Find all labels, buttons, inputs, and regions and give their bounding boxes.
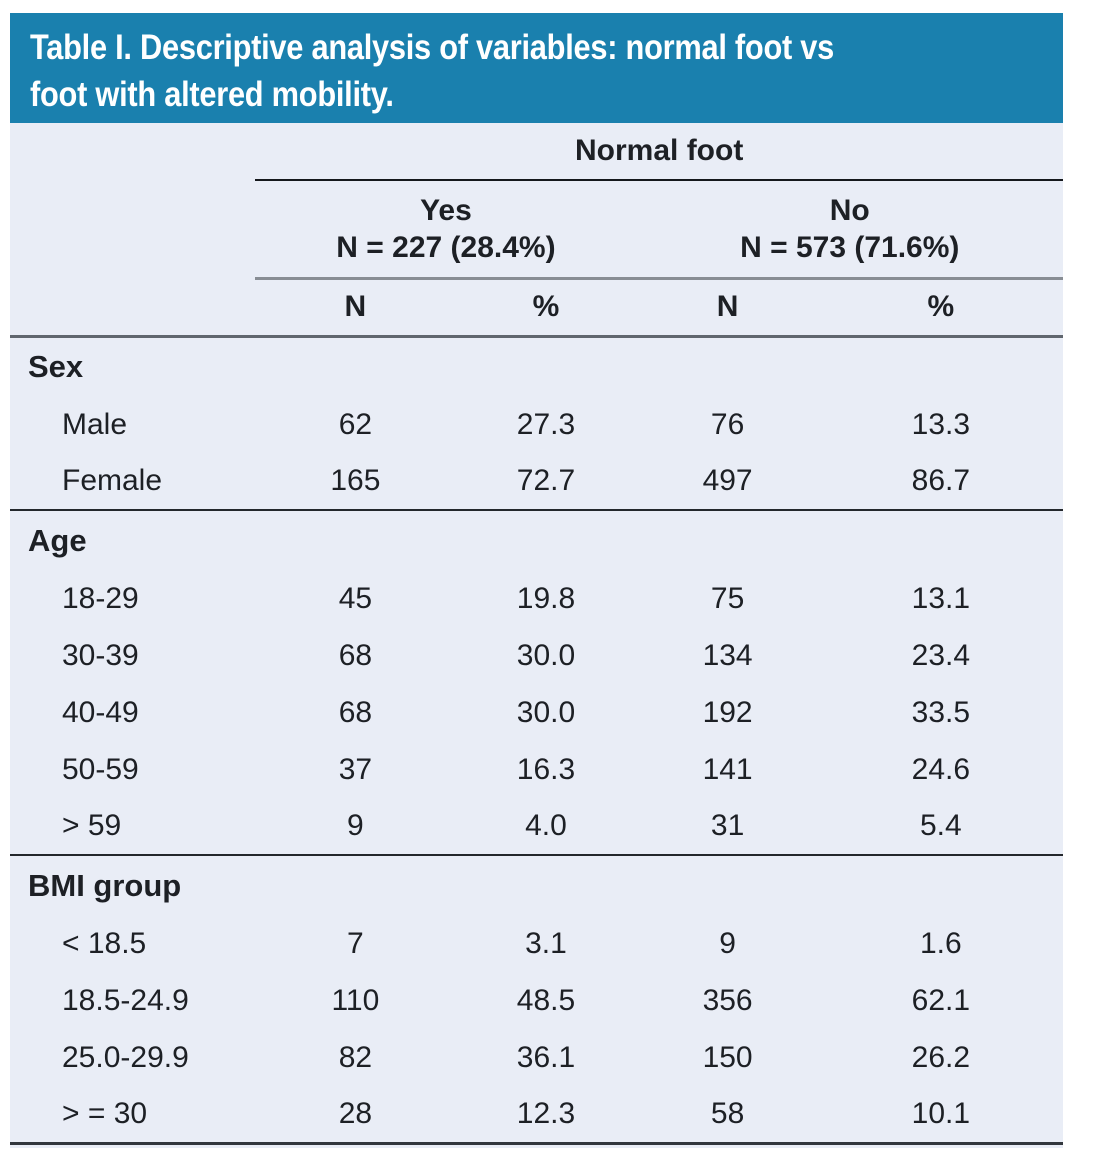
row-label: 40-49 bbox=[62, 695, 139, 729]
cell-no-n: 75 bbox=[710, 581, 745, 615]
cell-no-pct: 62.1 bbox=[911, 983, 971, 1017]
cell-no-pct: 13.3 bbox=[911, 407, 971, 441]
table-card: Table I. Descriptive analysis of variabl… bbox=[10, 13, 1063, 1148]
col-header-no-pct: % bbox=[818, 278, 1063, 338]
span-header-row: Normal foot bbox=[10, 123, 1063, 181]
table-row-male: Male 62 27.3 76 13.3 bbox=[10, 396, 1063, 453]
cell-yes-n: 82 bbox=[338, 1040, 373, 1074]
section-header-sex: Sex bbox=[10, 336, 1063, 396]
cell-yes-n: 68 bbox=[338, 638, 373, 672]
cell-yes-n: 165 bbox=[255, 453, 456, 511]
cell-yes-n: 7 bbox=[347, 926, 364, 960]
col-header-yes-n: N bbox=[255, 278, 456, 338]
empty-corner-cell bbox=[10, 123, 255, 180]
row-label: 30-39 bbox=[62, 638, 139, 672]
table-title-line-1: Table I. Descriptive analysis of variabl… bbox=[30, 28, 835, 67]
group-header-yes: Yes N = 227 (28.4%) bbox=[255, 180, 637, 280]
group-yes-label: Yes bbox=[420, 193, 472, 227]
cell-no-n: 9 bbox=[719, 926, 736, 960]
cell-yes-n: 68 bbox=[338, 695, 373, 729]
cell-no-n: 76 bbox=[710, 407, 745, 441]
cell-yes-pct: 30.0 bbox=[516, 638, 576, 672]
group-header-no: No N = 573 (71.6%) bbox=[636, 180, 1063, 280]
cell-yes-pct: 72.7 bbox=[455, 453, 637, 511]
cell-no-pct: 1.6 bbox=[919, 926, 962, 960]
row-label: 50-59 bbox=[62, 752, 139, 786]
table-row-age-40-49: 40-49 68 30.0 192 33.5 bbox=[10, 684, 1063, 741]
row-label: 18-29 bbox=[62, 581, 139, 615]
section-label: BMI group bbox=[28, 867, 182, 903]
cell-yes-pct: 27.3 bbox=[516, 407, 576, 441]
row-label: > 59 bbox=[10, 798, 256, 856]
cell-yes-pct: 4.0 bbox=[455, 798, 637, 856]
col-header-no-n: N bbox=[636, 278, 819, 338]
table-body-area: Normal foot Yes N = 227 (28.4%) No N = 5… bbox=[10, 123, 1063, 1148]
descriptive-table: Normal foot Yes N = 227 (28.4%) No N = 5… bbox=[10, 123, 1063, 1145]
column-header-row: N % N % bbox=[10, 278, 1063, 338]
cell-yes-pct: 12.3 bbox=[455, 1086, 637, 1145]
row-label: 18.5-24.9 bbox=[62, 983, 189, 1017]
cell-no-pct: 5.4 bbox=[818, 798, 1063, 856]
cell-yes-pct: 3.1 bbox=[525, 926, 567, 960]
cell-yes-n: 62 bbox=[338, 407, 373, 441]
group-yes-count: N = 227 (28.4%) bbox=[336, 230, 556, 264]
section-header-bmi: BMI group bbox=[10, 855, 1063, 915]
section-header-age: Age bbox=[10, 510, 1063, 570]
cell-no-n: 141 bbox=[702, 752, 753, 786]
normal-foot-header: Normal foot bbox=[255, 123, 1063, 181]
cell-yes-pct: 30.0 bbox=[516, 695, 576, 729]
empty-corner-cell bbox=[10, 180, 255, 278]
cell-yes-n: 37 bbox=[338, 752, 373, 786]
row-label: < 18.5 bbox=[62, 926, 147, 960]
section-label: Age bbox=[28, 522, 87, 558]
table-row-bmi-30-plus: > = 30 28 12.3 58 10.1 bbox=[10, 1086, 1063, 1145]
group-header-row: Yes N = 227 (28.4%) No N = 573 (71.6%) bbox=[10, 180, 1063, 280]
cell-yes-n: 110 bbox=[331, 983, 380, 1017]
table-row-female: Female 165 72.7 497 86.7 bbox=[10, 453, 1063, 511]
table-title-line-2: foot with altered mobility. bbox=[30, 75, 394, 114]
cell-yes-n: 28 bbox=[255, 1086, 456, 1145]
cell-yes-pct: 36.1 bbox=[516, 1040, 576, 1074]
group-no-label: No bbox=[829, 193, 870, 227]
table-title-bar: Table I. Descriptive analysis of variabl… bbox=[10, 13, 1063, 123]
row-label: 25.0-29.9 bbox=[62, 1040, 189, 1074]
cell-no-n: 58 bbox=[636, 1086, 819, 1145]
table-row-bmi-under-18-5: < 18.5 7 3.1 9 1.6 bbox=[10, 915, 1063, 972]
cell-no-pct: 33.5 bbox=[911, 695, 971, 729]
row-label: Female bbox=[10, 453, 256, 511]
cell-no-n: 356 bbox=[702, 983, 753, 1017]
cell-no-pct: 23.4 bbox=[911, 638, 971, 672]
cell-no-pct: 13.1 bbox=[911, 581, 971, 615]
cell-yes-pct: 48.5 bbox=[516, 983, 576, 1017]
cell-no-n: 150 bbox=[702, 1040, 753, 1074]
row-label: Male bbox=[62, 407, 128, 441]
table-row-age-50-59: 50-59 37 16.3 141 24.6 bbox=[10, 741, 1063, 798]
cell-yes-pct: 19.8 bbox=[516, 581, 576, 615]
table-row-age-18-29: 18-29 45 19.8 75 13.1 bbox=[10, 570, 1063, 627]
cell-no-n: 192 bbox=[702, 695, 753, 729]
cell-no-pct: 24.6 bbox=[911, 752, 971, 786]
cell-yes-n: 45 bbox=[338, 581, 373, 615]
group-no-count: N = 573 (71.6%) bbox=[740, 230, 960, 264]
col-header-yes-pct: % bbox=[455, 278, 637, 338]
row-label: > = 30 bbox=[10, 1086, 256, 1145]
table-row-bmi-25-0-29-9: 25.0-29.9 82 36.1 150 26.2 bbox=[10, 1029, 1063, 1086]
table-row-age-30-39: 30-39 68 30.0 134 23.4 bbox=[10, 627, 1063, 684]
cell-no-pct: 10.1 bbox=[818, 1086, 1063, 1145]
table-row-bmi-18-5-24-9: 18.5-24.9 110 48.5 356 62.1 bbox=[10, 972, 1063, 1029]
cell-no-pct: 86.7 bbox=[818, 453, 1063, 511]
section-label: Sex bbox=[28, 348, 84, 384]
cell-no-pct: 26.2 bbox=[911, 1040, 971, 1074]
cell-no-n: 31 bbox=[636, 798, 819, 856]
table-row-age-over-59: > 59 9 4.0 31 5.4 bbox=[10, 798, 1063, 856]
cell-yes-pct: 16.3 bbox=[516, 752, 576, 786]
cell-yes-n: 9 bbox=[255, 798, 456, 856]
empty-corner-cell bbox=[10, 278, 256, 338]
cell-no-n: 497 bbox=[636, 453, 819, 511]
cell-no-n: 134 bbox=[702, 638, 753, 672]
